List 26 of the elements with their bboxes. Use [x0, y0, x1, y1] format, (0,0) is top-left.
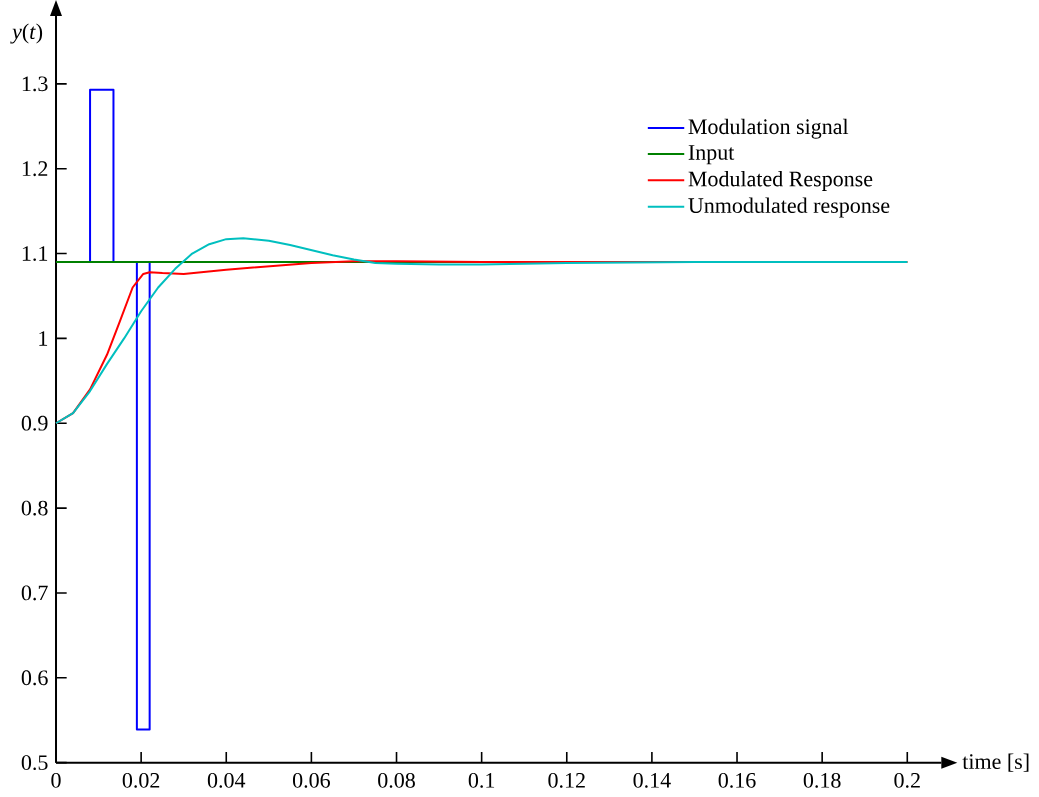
legend-label: Unmodulated response	[688, 197, 890, 218]
y-tick-label: 1	[39, 331, 48, 346]
y-axis-title: y(t)	[10, 23, 43, 44]
x-tick-label: 0.12	[548, 773, 585, 789]
x-tick-label: 0.2	[894, 773, 920, 789]
y-tick-label: 0.8	[21, 500, 48, 516]
y-tick-label: 0.5	[21, 755, 48, 771]
x-tick-label: 0.1	[468, 773, 495, 789]
x-axis-title: time [s]	[962, 753, 1029, 772]
x-tick-label: 0.04	[207, 773, 246, 789]
y-tick-label: 1.3	[22, 76, 48, 92]
legend-label: Input	[688, 145, 735, 165]
y-tick-label: 0.7	[21, 585, 48, 601]
x-tick-label: 0	[51, 773, 61, 788]
x-tick-label: 0.16	[718, 773, 756, 789]
y-tick-label: 0.6	[21, 670, 48, 686]
x-tick-label: 0.18	[803, 773, 841, 789]
y-tick-label: 1.1	[22, 246, 48, 262]
x-tick-label: 0.14	[633, 773, 671, 789]
y-tick-label: 1.2	[22, 161, 48, 177]
legend-label: Modulation signal	[688, 118, 849, 139]
legend-label: Modulated Response	[688, 171, 873, 192]
x-tick-label: 0.08	[378, 773, 415, 789]
x-tick-label: 0.06	[292, 773, 330, 789]
y-tick-label: 0.9	[21, 415, 48, 431]
x-tick-label: 0.02	[122, 773, 160, 789]
